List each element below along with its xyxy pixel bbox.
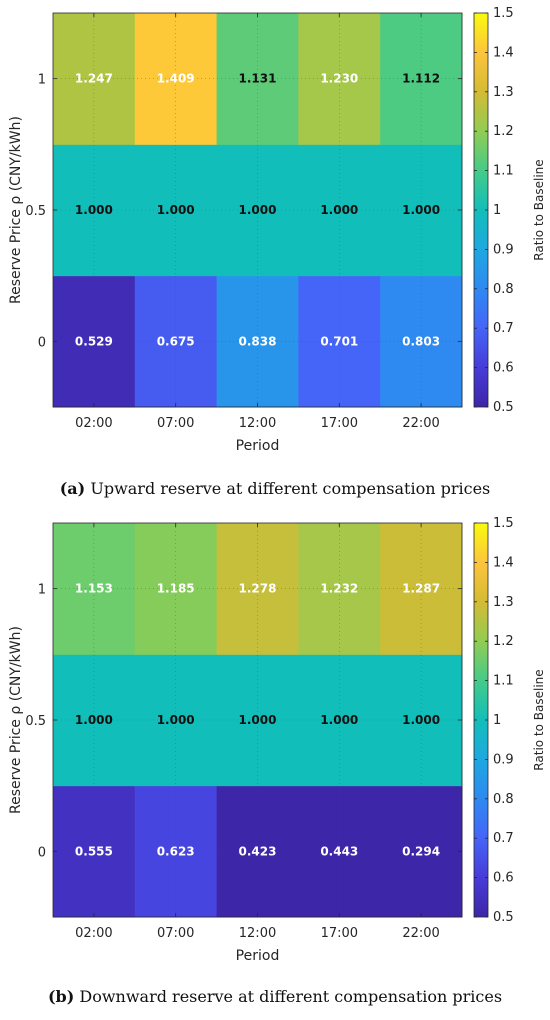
heatmap-cell bbox=[298, 144, 381, 277]
colorbar-tick-label: 0.8 bbox=[493, 282, 514, 297]
cell-value-label: 0.675 bbox=[157, 334, 195, 348]
cell-value-label: 0.701 bbox=[320, 334, 358, 348]
cell-value-label: 1.000 bbox=[75, 713, 113, 727]
cell-value-label: 1.278 bbox=[239, 582, 277, 596]
colorbar-tick-label: 1.1 bbox=[493, 164, 514, 179]
colorbar-tick-label: 1.5 bbox=[493, 6, 514, 21]
y-tick-label: 0.5 bbox=[25, 714, 46, 729]
cell-value-label: 1.112 bbox=[402, 72, 440, 86]
cell-value-label: 0.838 bbox=[239, 334, 277, 348]
colorbar-tick-label: 1 bbox=[493, 713, 501, 728]
cell-value-label: 1.000 bbox=[75, 203, 113, 217]
cell-value-label: 1.185 bbox=[157, 582, 195, 596]
colorbar-tick-label: 1 bbox=[493, 203, 501, 218]
heatmap-cell bbox=[298, 654, 381, 787]
colorbar-title: Ratio to Baseline bbox=[532, 159, 546, 260]
cell-value-label: 0.294 bbox=[402, 844, 440, 858]
heatmap-panel-a: 0.529 0.675 0.838 0.701 0.803 1.000 1.000 1.000… bbox=[0, 6, 550, 498]
cell-value-label: 1.131 bbox=[239, 72, 277, 86]
colorbar-tick-label: 0.7 bbox=[493, 831, 514, 846]
cell-value-label: 1.000 bbox=[239, 713, 277, 727]
colorbar-tick-label: 1.3 bbox=[493, 595, 514, 610]
x-axis-title: Period bbox=[236, 948, 280, 964]
caption-a-tag: (a) bbox=[59, 479, 86, 498]
colorbar-tick-label: 0.8 bbox=[493, 792, 514, 807]
x-tick-label: 22:00 bbox=[402, 926, 439, 941]
x-tick-label: 17:00 bbox=[321, 416, 358, 431]
x-tick-label: 07:00 bbox=[157, 926, 194, 941]
caption-b-text: Downward reserve at different compensati… bbox=[74, 987, 503, 1006]
y-tick-label: 0 bbox=[38, 335, 46, 350]
heatmap-panel-b: 0.555 0.623 0.423 0.443 0.294 1.000 1.000 1.000… bbox=[0, 510, 550, 1020]
colorbar-tick-label: 1.4 bbox=[493, 555, 514, 570]
cell-value-label: 1.230 bbox=[320, 72, 358, 86]
heatmap-chart-b: 0.555 0.623 0.423 0.443 0.294 1.000 1.000 1.000… bbox=[8, 516, 546, 964]
colorbar-tick-label: 1.4 bbox=[493, 45, 514, 60]
cell-value-label: 1.000 bbox=[402, 713, 440, 727]
cell-value-label: 0.555 bbox=[75, 844, 113, 858]
colorbar-tick-label: 0.5 bbox=[493, 400, 514, 415]
cell-value-label: 1.287 bbox=[402, 582, 440, 596]
x-tick-label: 12:00 bbox=[239, 926, 276, 941]
x-tick-label: 02:00 bbox=[75, 416, 112, 431]
heatmap-cell bbox=[134, 654, 218, 787]
colorbar-tick-label: 0.6 bbox=[493, 361, 514, 376]
cell-value-label: 0.623 bbox=[157, 844, 195, 858]
caption-b-tag: (b) bbox=[47, 987, 75, 1006]
cell-value-label: 1.000 bbox=[402, 203, 440, 217]
caption-a-text: Upward reserve at different compensation… bbox=[85, 479, 491, 498]
cell-value-label: 1.409 bbox=[157, 72, 195, 86]
x-tick-label: 02:00 bbox=[75, 926, 112, 941]
cell-value-label: 0.443 bbox=[320, 844, 358, 858]
colorbar-tick-label: 1.2 bbox=[493, 634, 514, 649]
cell-value-label: 0.529 bbox=[75, 334, 113, 348]
colorbar-tick-label: 0.5 bbox=[493, 910, 514, 925]
y-axis-title: Reserve Price ρ (CNY/kWh) bbox=[8, 626, 24, 814]
x-tick-label: 22:00 bbox=[402, 416, 439, 431]
y-tick-label: 0.5 bbox=[25, 204, 46, 219]
heatmap-cell bbox=[298, 13, 381, 145]
cell-value-label: 1.000 bbox=[157, 203, 195, 217]
heatmap-cell bbox=[298, 523, 381, 655]
colorbar-tick-label: 1.5 bbox=[493, 516, 514, 531]
cell-value-label: 0.423 bbox=[239, 844, 277, 858]
colorbar-tick-label: 0.9 bbox=[493, 242, 514, 257]
cell-value-label: 1.153 bbox=[75, 582, 113, 596]
colorbar-tick-label: 1.2 bbox=[493, 124, 514, 139]
colorbar-title: Ratio to Baseline bbox=[532, 669, 546, 770]
y-axis-title: Reserve Price ρ (CNY/kWh) bbox=[8, 116, 24, 304]
cell-value-label: 1.232 bbox=[320, 582, 358, 596]
x-tick-label: 17:00 bbox=[321, 926, 358, 941]
heatmap-cell bbox=[134, 144, 218, 277]
colorbar-tick-label: 1.1 bbox=[493, 674, 514, 689]
heatmap-cell bbox=[134, 523, 218, 655]
x-axis-title: Period bbox=[236, 438, 280, 454]
colorbar-tick-label: 1.3 bbox=[493, 85, 514, 100]
y-tick-label: 0 bbox=[38, 845, 46, 860]
colorbar-tick-label: 0.7 bbox=[493, 321, 514, 336]
y-tick-label: 1 bbox=[38, 583, 46, 598]
cell-value-label: 1.000 bbox=[320, 203, 358, 217]
x-tick-label: 12:00 bbox=[239, 416, 276, 431]
heatmap-cell bbox=[134, 13, 218, 145]
x-tick-label: 07:00 bbox=[157, 416, 194, 431]
caption-a: (a) Upward reserve at different compensa… bbox=[0, 479, 550, 498]
cell-value-label: 0.803 bbox=[402, 334, 440, 348]
colorbar-tick-label: 0.6 bbox=[493, 871, 514, 886]
caption-b: (b) Downward reserve at different compen… bbox=[0, 987, 550, 1006]
cell-value-label: 1.000 bbox=[320, 713, 358, 727]
cell-value-label: 1.247 bbox=[75, 72, 113, 86]
y-tick-label: 1 bbox=[38, 73, 46, 88]
colorbar-tick-label: 0.9 bbox=[493, 752, 514, 767]
cell-value-label: 1.000 bbox=[239, 203, 277, 217]
cell-value-label: 1.000 bbox=[157, 713, 195, 727]
